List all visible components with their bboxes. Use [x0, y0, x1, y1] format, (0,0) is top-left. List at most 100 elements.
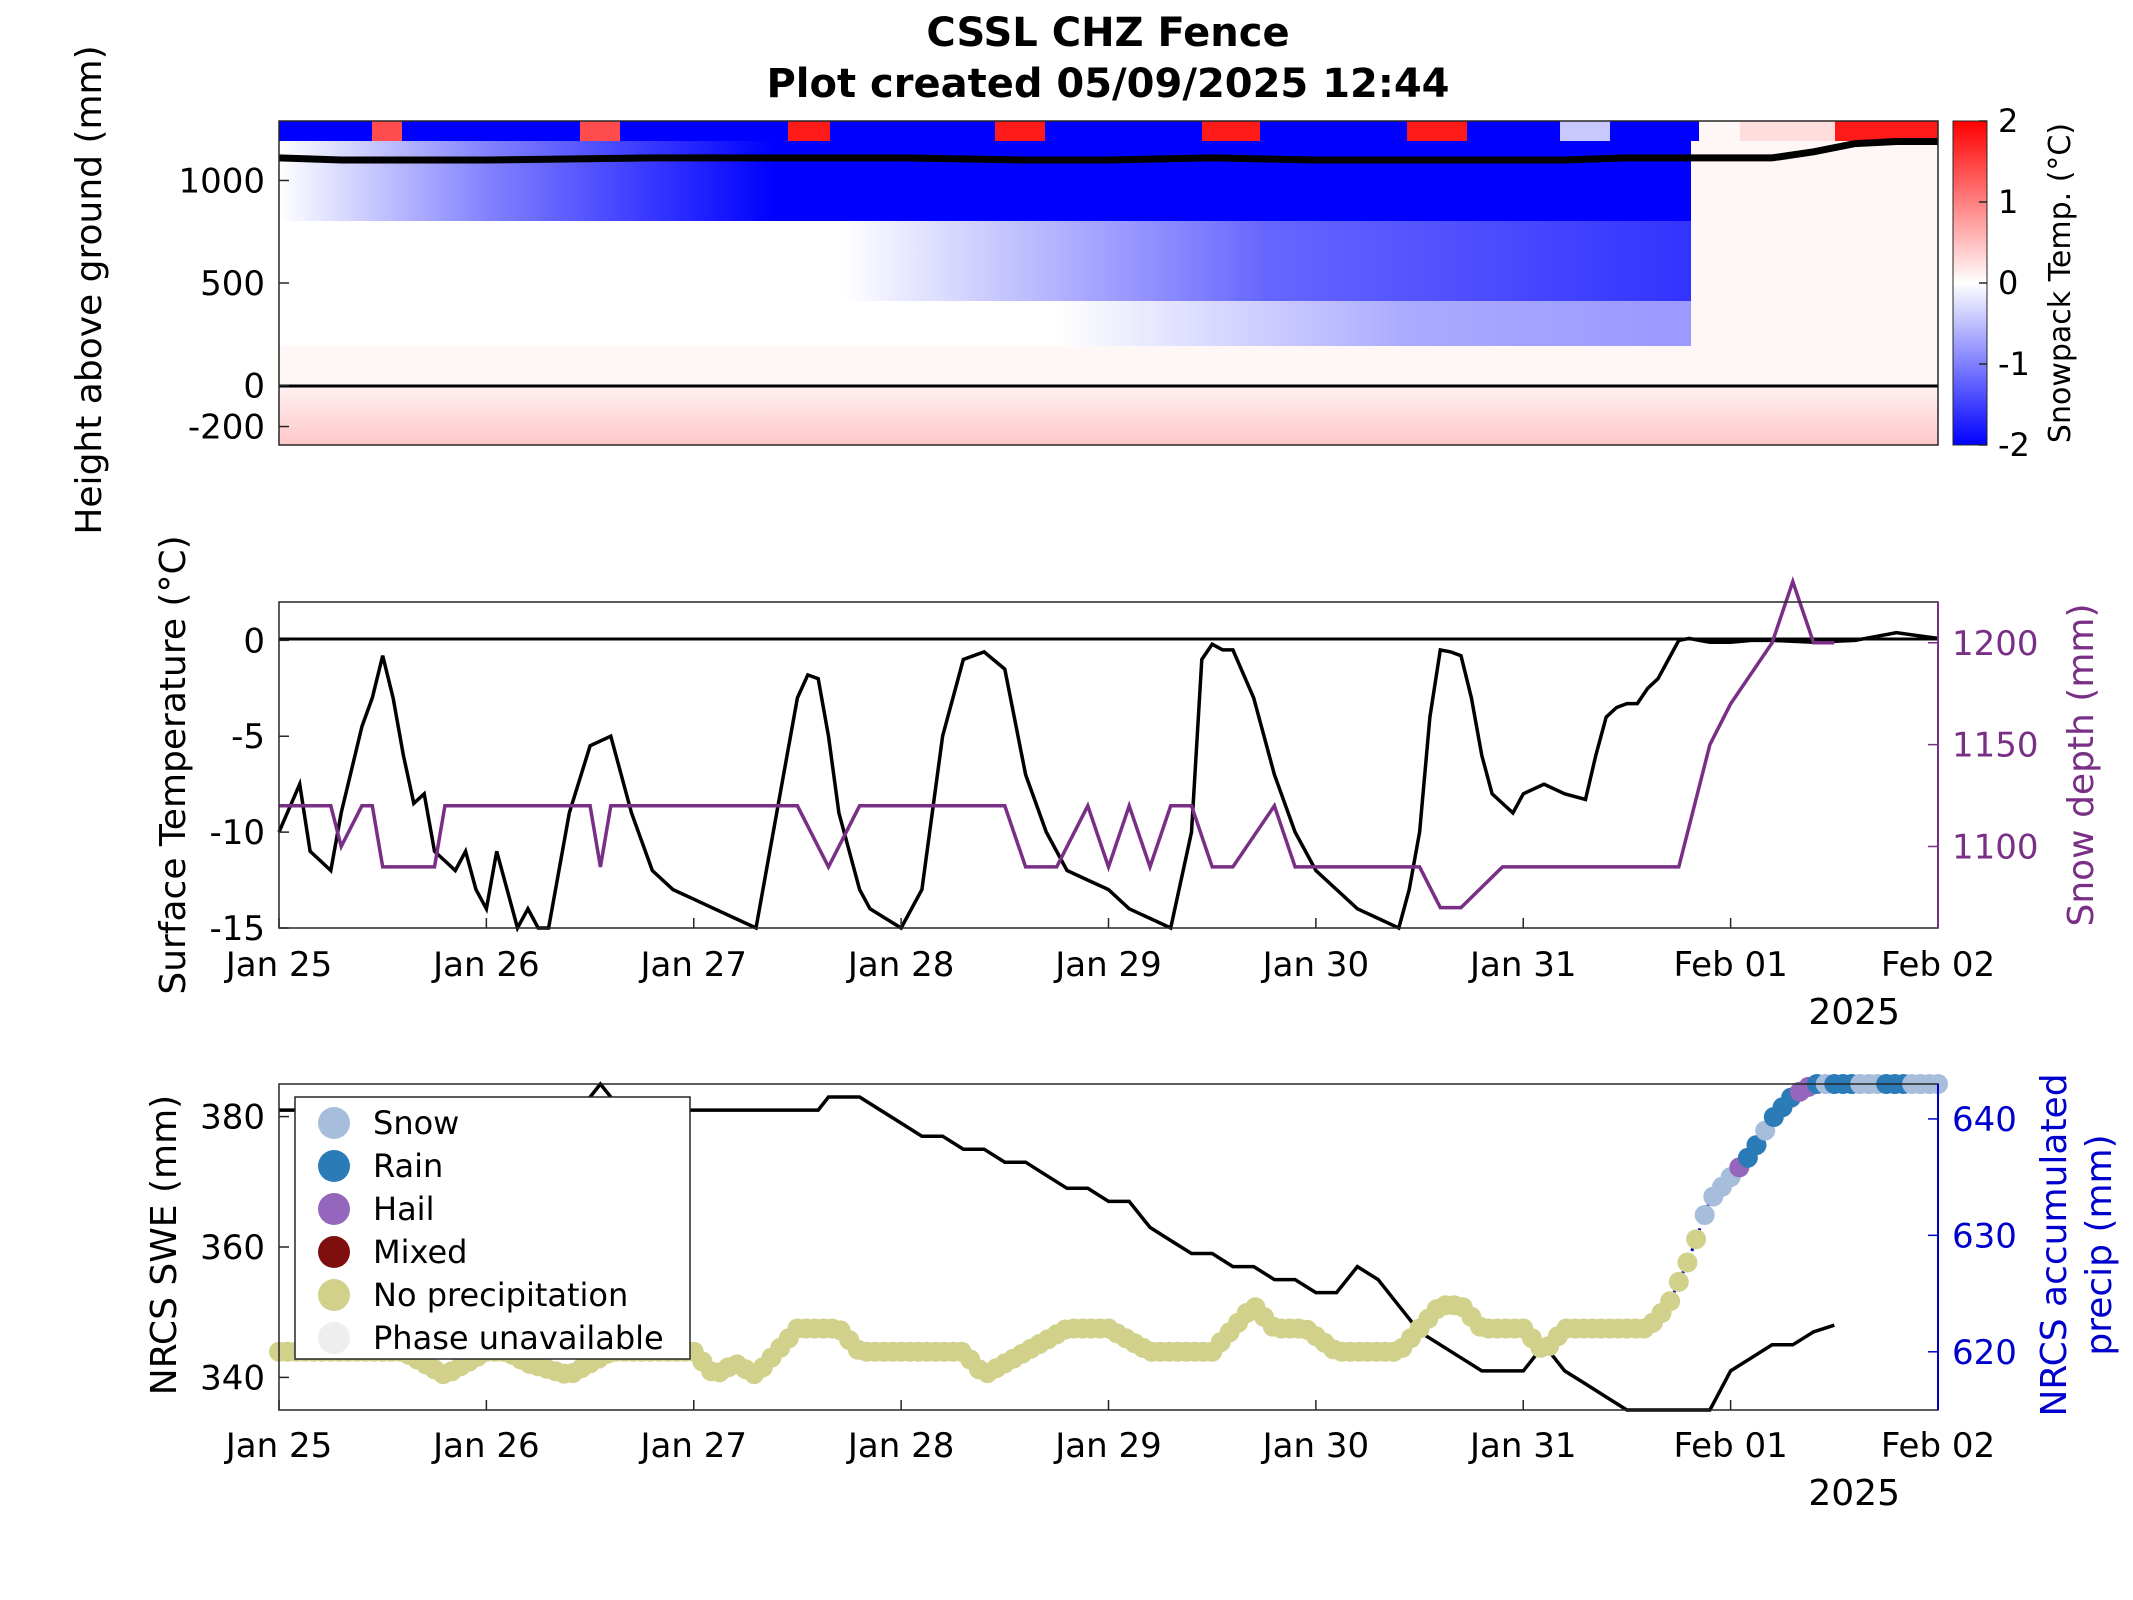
swe-x-tick-label: Jan 27 — [639, 1426, 747, 1466]
swe-x-tick-label: Feb 01 — [1673, 1426, 1787, 1466]
swe-y-tick-label: 360 — [200, 1228, 265, 1268]
legend: Snow Rain Hail Mixed No precipitation Phase u… — [294, 1096, 691, 1360]
legend-label: No precipitation — [373, 1276, 628, 1314]
heatmap-cold-mid — [279, 221, 1691, 301]
precip-point-no-precip — [1668, 1271, 1689, 1292]
surface-temp-y-tick-label: -15 — [209, 909, 265, 949]
heatmap-melt-patch — [1560, 121, 1610, 141]
precip-y-tick-label: 630 — [1952, 1216, 2017, 1256]
precip-point-no-precip — [1660, 1291, 1681, 1312]
chart-title-line2: Plot created 05/09/2025 12:44 — [766, 61, 1449, 107]
heatmap-y-axis-label: Height above ground (mm) — [69, 45, 110, 534]
snow-depth-y-tick-label: 1200 — [1952, 624, 2039, 664]
colorbar-label: Snowpack Temp. (°C) — [2043, 123, 2078, 443]
colorbar-tick-label: -1 — [1998, 345, 2030, 383]
heatmap-warm-patch-6 — [1407, 121, 1467, 141]
surface-temp-x-tick-label: Jan 30 — [1261, 945, 1369, 985]
heatmap-warm-patch-1 — [372, 121, 402, 141]
surface-temp-x-tick-label: Jan 26 — [431, 945, 539, 985]
precip-point-phase — [1694, 1205, 1715, 1225]
precip-y-tick-label: 620 — [1952, 1333, 2017, 1373]
legend-label: Hail — [373, 1190, 434, 1228]
surface-temp-y-tick-label: -5 — [231, 717, 265, 757]
surface-temp-y-ticks: -15 -10 -5 0 — [209, 621, 289, 949]
swe-x-tick-label: Jan 28 — [846, 1426, 954, 1466]
legend-marker — [318, 1279, 350, 1311]
heatmap-y-tick-label: 0 — [243, 367, 265, 407]
precip-y-ticks: 620 630 640 — [1928, 1100, 2017, 1373]
surface-temp-year: 2025 — [1808, 992, 1900, 1033]
surface-temp-x-tick-label: Jan 28 — [846, 945, 954, 985]
colorbar-tick-label: 1 — [1998, 183, 2018, 221]
surface-temp-x-tick-label: Jan 31 — [1468, 945, 1576, 985]
precip-y-tick-label: 640 — [1952, 1100, 2017, 1140]
heatmap-warm-patch-4 — [995, 121, 1045, 141]
surface-temp-y-tick-label: 0 — [243, 621, 265, 661]
legend-marker — [318, 1322, 350, 1354]
legend-label: Rain — [373, 1147, 443, 1185]
heatmap-cold-low — [279, 301, 1691, 346]
heatmap-warm-patch-3 — [788, 121, 830, 141]
legend-marker — [318, 1107, 350, 1139]
colorbar-ticks: -2 -1 0 1 2 — [1979, 102, 2030, 464]
swe-y-tick-label: 380 — [200, 1098, 265, 1138]
snow-depth-y-axis-label: Snow depth (mm) — [2061, 603, 2102, 926]
swe-x-tick-label: Jan 25 — [224, 1426, 332, 1466]
heatmap-y-tick-label: 500 — [200, 264, 265, 304]
swe-y-ticks: 340 360 380 — [200, 1098, 289, 1398]
legend-marker — [318, 1193, 350, 1225]
precip-y-axis-label-line1: NRCS accumulated — [2034, 1073, 2075, 1416]
colorbar-tick-label: 2 — [1998, 102, 2018, 140]
surface-temp-x-ticks: Jan 25 Jan 26 Jan 27 Jan 28 Jan 29 Jan 30 Jan … — [224, 918, 1995, 985]
precip-y-axis-label-line2: precip (mm) — [2079, 1134, 2120, 1355]
snow-depth-y-tick-label: 1150 — [1952, 726, 2039, 766]
colorbar-tick-label: -2 — [1998, 426, 2030, 464]
surface-temp-x-tick-label: Jan 27 — [639, 945, 747, 985]
surface-temp-x-tick-label: Jan 29 — [1053, 945, 1161, 985]
chart-title-line1: CSSL CHZ Fence — [926, 10, 1289, 56]
heatmap-top-row-cold — [279, 121, 1699, 141]
surface-temp-y-tick-label: -10 — [209, 813, 265, 853]
swe-x-tick-label: Feb 02 — [1881, 1426, 1995, 1466]
swe-y-axis-label: NRCS SWE (mm) — [144, 1095, 185, 1395]
swe-x-tick-label: Jan 26 — [431, 1426, 539, 1466]
legend-label: Phase unavailable — [373, 1319, 664, 1357]
swe-x-tick-label: Jan 29 — [1053, 1426, 1161, 1466]
legend-label: Mixed — [373, 1233, 467, 1271]
swe-year: 2025 — [1808, 1473, 1900, 1514]
snow-depth-y-tick-label: 1100 — [1952, 828, 2039, 868]
precip-point-phase — [1746, 1135, 1767, 1156]
snow-depth-y-ticks: 1100 1150 1200 — [1928, 624, 2039, 868]
surface-temp-x-tick-label: Jan 25 — [224, 945, 332, 985]
heatmap-y-tick-label: -200 — [188, 408, 265, 448]
snow-depth-line — [279, 576, 1835, 910]
heatmap-warm-patch-2 — [580, 121, 620, 141]
surface-temp-y-axis-label: Surface Temperature (°C) — [153, 535, 194, 994]
legend-marker — [318, 1150, 350, 1182]
swe-x-ticks: Jan 25 Jan 26 Jan 27 Jan 28 Jan 29 Jan 30 Jan … — [224, 1400, 1995, 1466]
legend-items: Snow Rain Hail Mixed No precipitation Phase u… — [318, 1104, 664, 1357]
precip-point-no-precip — [1686, 1229, 1707, 1250]
swe-x-tick-label: Jan 31 — [1468, 1426, 1576, 1466]
swe-y-tick-label: 340 — [200, 1358, 265, 1398]
legend-box — [294, 1096, 691, 1360]
snow-surface-line — [278, 138, 1938, 164]
legend-marker — [318, 1236, 350, 1268]
precip-point-no-precip — [1677, 1252, 1698, 1273]
heatmap-warm-top-right-strong — [1835, 121, 1938, 141]
heatmap-ground-warm — [279, 385, 1938, 445]
legend-label: Snow — [373, 1104, 459, 1142]
heatmap-y-tick-label: 1000 — [178, 161, 265, 201]
surface-temp-frame — [278, 601, 1939, 929]
surface-temp-x-tick-label: Feb 02 — [1881, 945, 1995, 985]
colorbar-tick-label: 0 — [1998, 264, 2018, 302]
surface-temp-x-tick-label: Feb 01 — [1673, 945, 1787, 985]
swe-x-tick-label: Jan 30 — [1261, 1426, 1369, 1466]
heatmap-warm-patch-5 — [1202, 121, 1260, 141]
surface-temperature-line — [277, 630, 1939, 933]
